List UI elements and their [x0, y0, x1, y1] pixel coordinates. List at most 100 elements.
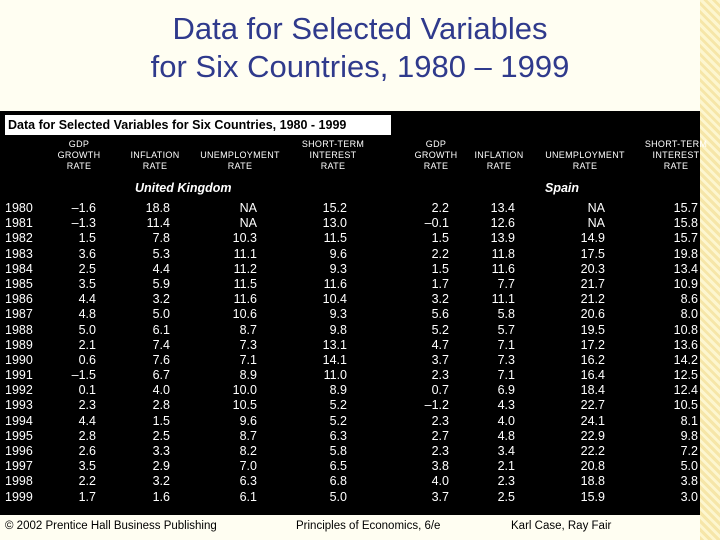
table-cell: 8.0	[680, 307, 698, 322]
table-cell: 6.9	[497, 383, 515, 398]
table-cell: 5.0	[78, 322, 96, 337]
table-cell: 2.3	[497, 474, 515, 489]
decorative-side-band	[700, 0, 720, 540]
table-cell: 2.2	[431, 246, 449, 261]
table-cell: 3.5	[78, 276, 96, 291]
table-cell: 7.1	[497, 368, 515, 383]
table-cell: 11.1	[491, 292, 515, 307]
table-cell: 8.9	[239, 368, 257, 383]
table-cell: 10.6	[232, 307, 257, 322]
table-cell: 1.7	[431, 276, 449, 291]
table-cell: 0.6	[78, 352, 96, 367]
header-uk-gdp-growth: GDP GROWTH RATE	[57, 139, 101, 171]
table-cell: NA	[239, 201, 257, 215]
table-cell: 1986	[5, 292, 33, 307]
table-cell: 9.8	[680, 428, 698, 443]
table-cell: 6.5	[329, 459, 347, 474]
table-cell: 3.8	[431, 459, 449, 474]
table-cell: 2.6	[78, 444, 96, 458]
table-cell: 1989	[5, 337, 33, 352]
table-cell: 3.3	[152, 444, 170, 458]
table-cell: 20.6	[580, 307, 605, 322]
table-cell: 19.5	[580, 322, 605, 337]
table-cell: 1.5	[431, 231, 449, 246]
table-cell: 10.9	[673, 276, 698, 291]
table-cell: 18.8	[580, 474, 605, 489]
table-cell: 10.0	[232, 383, 257, 398]
table-cell: –0.1	[424, 216, 449, 231]
uk-inflation-column: 18.8 11.4 7.8 5.3 4.4 5.9 3.2 5.0 6.1 7.4 7.6 6.7 4.…	[120, 201, 170, 505]
table-cell: 5.6	[431, 307, 449, 322]
table-cell: 3.0	[680, 489, 698, 504]
table-cell: 12.6	[490, 216, 515, 231]
table-cell: 4.8	[78, 307, 96, 322]
table-cell: 2.8	[152, 398, 170, 413]
table-cell: –1.2	[424, 398, 449, 413]
table-cell: 22.9	[580, 428, 605, 443]
header-es-gdp-growth: GDP GROWTH RATE	[414, 139, 458, 171]
table-cell: 9.3	[329, 261, 347, 276]
table-cell: 7.3	[497, 352, 515, 367]
table-cell: 11.6	[491, 261, 515, 276]
table-cell: 5.2	[329, 398, 347, 413]
es-inflation-column: 13.4 12.6 13.9 11.8 11.6 7.7 11.1 5.8 5.7 7.1 7.3 7…	[470, 201, 515, 505]
table-cell: 11.8	[491, 246, 515, 261]
table-cell: NA	[239, 216, 257, 231]
table-cell: 3.7	[431, 352, 449, 367]
table-cell: 10.8	[673, 322, 698, 337]
table-cell: 2.7	[431, 428, 449, 443]
table-cell: 7.8	[152, 231, 170, 246]
country-label-uk: United Kingdom	[135, 181, 232, 195]
table-cell: 4.3	[497, 398, 515, 413]
header-es-interest-rate: SHORT-TERM INTEREST RATE	[644, 139, 708, 171]
footer-book-title: Principles of Economics, 6/e	[296, 520, 441, 532]
table-cell: 1987	[5, 307, 33, 322]
table-cell: 1992	[5, 383, 33, 398]
table-cell: 6.3	[239, 474, 257, 489]
table-cell: 1980	[5, 201, 33, 215]
slide-title-line-1: Data for Selected Variables	[172, 11, 548, 46]
table-cell: 1.5	[431, 261, 449, 276]
table-cell: 8.1	[680, 413, 698, 428]
table-cell: 11.1	[233, 246, 257, 261]
table-cell: 13.9	[490, 231, 515, 246]
table-cell: 1996	[5, 444, 33, 458]
table-cell: 12.4	[673, 383, 698, 398]
table-cell: 3.5	[78, 459, 96, 474]
country-label-spain: Spain	[545, 181, 580, 195]
es-interest-rate-column: 15.7 15.8 15.7 19.8 13.4 10.9 8.6 8.0 10.8 13.6 14…	[650, 201, 698, 505]
table-cell: 8.7	[239, 322, 257, 337]
table-cell: 6.1	[239, 489, 257, 504]
table-cell: 7.7	[497, 276, 515, 291]
table-cell: NA	[587, 201, 605, 215]
table-cell: 3.7	[431, 489, 449, 504]
uk-unemployment-column: NA NA 10.3 11.1 11.2 11.5 11.6 10.6 8.7 7.3 7.1 8.9…	[205, 201, 257, 505]
table-cell: 11.6	[233, 292, 257, 307]
slide-title-line-2: for Six Countries, 1980 – 1999	[150, 49, 570, 84]
table-cell: 24.1	[580, 413, 605, 428]
table-cell: 14.9	[580, 231, 605, 246]
table-cell: 4.4	[152, 261, 170, 276]
table-cell: 15.8	[673, 216, 698, 231]
table-cell: 16.4	[580, 368, 605, 383]
table-cell: 6.1	[152, 322, 170, 337]
table-cell: 1.6	[152, 489, 170, 504]
uk-gdp-growth-column: –1.6 –1.3 1.5 3.6 2.5 3.5 4.4 4.8 5.0 2.1 0.6 –1.5 0…	[50, 201, 96, 505]
table-cell: 5.2	[329, 413, 347, 428]
table-cell: 4.0	[431, 474, 449, 489]
table-cell: 9.6	[329, 246, 347, 261]
header-uk-interest-rate: SHORT-TERM INTEREST RATE	[301, 139, 365, 171]
table-cell: 4.0	[152, 383, 170, 398]
table-cell: 7.4	[152, 337, 170, 352]
table-cell: 0.1	[78, 383, 96, 398]
table-cell: 7.1	[239, 352, 257, 367]
table-cell: 1997	[5, 459, 33, 474]
table-cell: 9.8	[329, 322, 347, 337]
table-cell: 0.7	[431, 383, 449, 398]
table-cell: 22.7	[580, 398, 605, 413]
table-cell: 1990	[5, 352, 33, 367]
table-cell: 1.7	[78, 489, 96, 504]
table-cell: 13.1	[322, 337, 347, 352]
uk-interest-rate-column: 15.2 13.0 11.5 9.6 9.3 11.6 10.4 9.3 9.8 13.1 14.1…	[300, 201, 347, 505]
es-unemployment-column: NA NA 14.9 17.5 20.3 21.7 21.2 20.6 19.5 17.2 16.2…	[560, 201, 605, 505]
